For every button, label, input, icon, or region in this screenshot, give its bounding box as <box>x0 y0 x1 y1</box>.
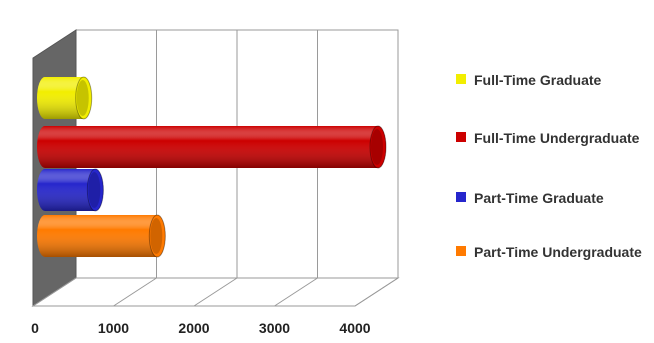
bar <box>37 76 93 120</box>
bar-end-cap <box>369 125 387 169</box>
bar-end-cap-shade <box>76 80 89 116</box>
floor-gridline <box>113 277 157 307</box>
bar-end-cap-shade <box>371 129 383 165</box>
bar <box>37 214 166 258</box>
bar-end-cap <box>86 168 104 212</box>
floor-gridline <box>274 277 318 307</box>
legend-swatch <box>456 132 466 142</box>
legend-swatch <box>456 192 466 202</box>
bar-shading <box>37 215 166 257</box>
bar-end-cap-shade <box>150 218 163 254</box>
bar <box>37 125 387 169</box>
floor-gridline <box>354 277 399 307</box>
legend-swatch <box>456 246 466 256</box>
x-tick-label: 4000 <box>339 320 370 336</box>
bar-end-cap <box>75 76 93 120</box>
bar <box>37 168 104 212</box>
x-tick-label: 0 <box>31 320 39 336</box>
bar-shading <box>37 126 386 168</box>
bar-shading <box>37 169 104 211</box>
bar-end-cap-shade <box>88 172 101 208</box>
x-tick-label: 2000 <box>178 320 209 336</box>
legend-label: Part-Time Graduate <box>474 190 604 206</box>
x-tick-label: 3000 <box>259 320 290 336</box>
legend-swatch <box>456 74 466 84</box>
x-tick-label: 1000 <box>98 320 129 336</box>
legend-label: Full-Time Graduate <box>474 72 602 88</box>
bar-end-cap <box>148 214 166 258</box>
floor-gridline <box>32 277 77 307</box>
floor-gridline <box>193 277 238 307</box>
legend-label: Full-Time Undergraduate <box>474 130 640 146</box>
legend-label: Part-Time Undergraduate <box>474 244 642 260</box>
